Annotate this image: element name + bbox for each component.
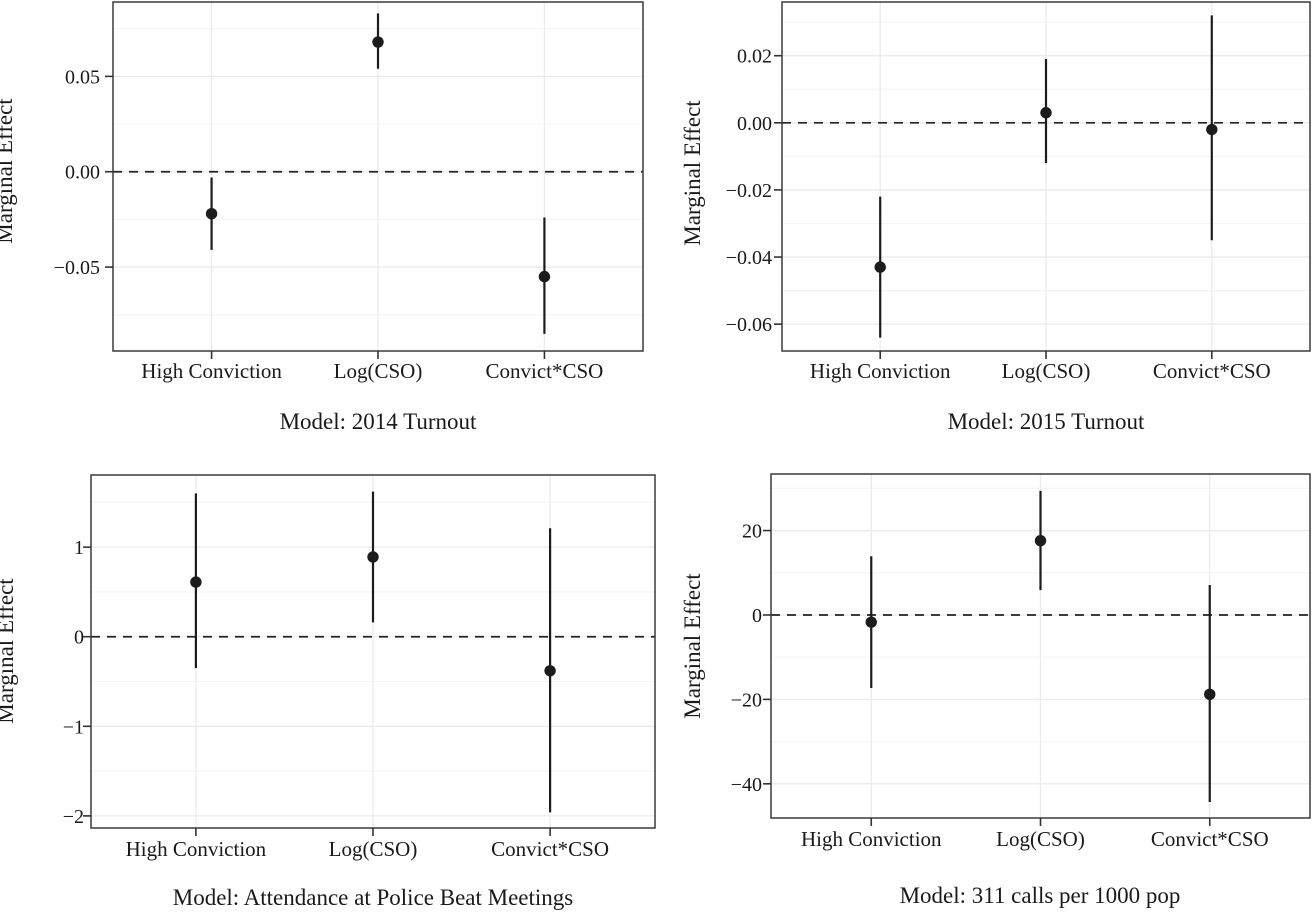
chart-2: 0.02 0.00 −0.02 −0.04 −0.06 High Conviction Lo… bbox=[680, 1, 1311, 434]
y-tick-label: −0.02 bbox=[726, 180, 772, 202]
y-tick-label: 0.05 bbox=[65, 66, 100, 88]
x-tick-label: Log(CSO) bbox=[334, 359, 423, 383]
point-estimate bbox=[1034, 534, 1047, 547]
x-tick-label: High Conviction bbox=[810, 359, 951, 383]
point-estimate bbox=[865, 616, 877, 628]
y-axis-title: Marginal Effect bbox=[0, 98, 17, 244]
chart-1: 0.05 0.00 −0.05 High Conviction Log(CSO) Conv… bbox=[0, 1, 644, 434]
x-tick-label: High Conviction bbox=[801, 827, 942, 851]
x-tick-label: High Conviction bbox=[126, 837, 267, 861]
point-estimate bbox=[372, 36, 384, 48]
point-estimate bbox=[1204, 688, 1216, 701]
chart-3: 1 0 −1 −2 High Conviction Log(CSO) Convict*CSO… bbox=[0, 474, 656, 910]
point-estimate bbox=[544, 665, 556, 677]
y-tick-label: 0 bbox=[74, 627, 84, 649]
y-axis-title: Marginal Effect bbox=[680, 573, 705, 719]
point-estimate bbox=[538, 270, 551, 283]
x-tick-label: Log(CSO) bbox=[329, 837, 418, 861]
point-estimate bbox=[205, 207, 218, 220]
chart-4: 20 0 −20 −40 High Conviction Log(CSO) Convict*… bbox=[680, 473, 1311, 908]
x-tick-label: Convict*CSO bbox=[491, 837, 609, 861]
y-axis-title: Marginal Effect bbox=[0, 578, 18, 724]
y-tick-label: 0.02 bbox=[737, 46, 772, 68]
x-tick-label: Convict*CSO bbox=[1153, 359, 1271, 383]
chart-title: Model: Attendance at Police Beat Meeting… bbox=[173, 885, 574, 910]
point-estimate bbox=[1040, 107, 1052, 119]
point-estimate bbox=[367, 551, 379, 563]
point-estimate bbox=[1206, 123, 1218, 136]
x-tick-label: Convict*CSO bbox=[485, 359, 603, 383]
y-tick-label: 0 bbox=[752, 605, 762, 627]
y-tick-label: −40 bbox=[731, 774, 762, 796]
point-estimate bbox=[874, 261, 886, 273]
y-tick-label: 0.00 bbox=[65, 162, 100, 184]
y-tick-label: 20 bbox=[742, 521, 762, 543]
y-tick-label: −2 bbox=[63, 806, 84, 828]
y-tick-label: −0.04 bbox=[726, 247, 772, 269]
chart-title: Model: 2015 Turnout bbox=[948, 409, 1145, 434]
y-tick-label: 0.00 bbox=[737, 113, 772, 135]
chart-title: Model: 2014 Turnout bbox=[280, 409, 477, 434]
y-tick-label: −20 bbox=[731, 689, 762, 711]
x-tick-label: Log(CSO) bbox=[1002, 359, 1091, 383]
y-axis-title: Marginal Effect bbox=[680, 100, 705, 246]
chart-title: Model: 311 calls per 1000 pop bbox=[900, 883, 1181, 908]
y-tick-label: 1 bbox=[74, 537, 84, 559]
point-estimate bbox=[190, 576, 202, 588]
x-tick-label: High Conviction bbox=[141, 359, 282, 383]
x-tick-label: Convict*CSO bbox=[1151, 827, 1269, 851]
y-tick-label: −1 bbox=[63, 716, 84, 738]
y-tick-label: −0.06 bbox=[726, 314, 772, 336]
y-tick-label: −0.05 bbox=[54, 257, 100, 279]
x-tick-label: Log(CSO) bbox=[996, 827, 1085, 851]
